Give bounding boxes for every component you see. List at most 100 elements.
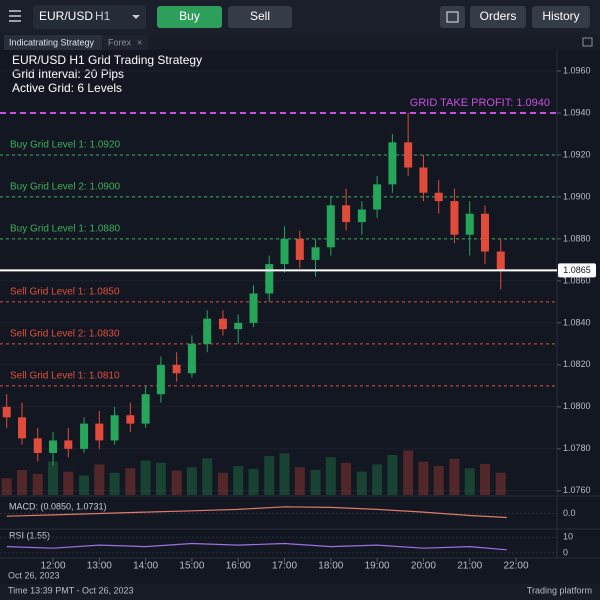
grid-level-label: Buy Grid Level 2: 1.0900 bbox=[10, 182, 121, 193]
candle-body bbox=[172, 364, 181, 374]
volume-bar bbox=[264, 456, 275, 495]
candle-body bbox=[265, 264, 274, 294]
x-tick-label: 12:00 bbox=[40, 561, 65, 572]
candle-body bbox=[234, 322, 243, 330]
volume-bar bbox=[202, 458, 213, 495]
volume-bar bbox=[217, 472, 228, 495]
volume-bar bbox=[294, 467, 305, 495]
candle-body bbox=[357, 209, 366, 223]
x-tick-label: 18:00 bbox=[318, 561, 343, 572]
volume-bar bbox=[171, 470, 182, 495]
chart-info: Active Grid: 6 Levels bbox=[12, 81, 122, 95]
tab-close[interactable]: × bbox=[137, 37, 142, 47]
candle-body bbox=[17, 417, 26, 439]
candle-body bbox=[33, 438, 42, 454]
menu-button[interactable] bbox=[9, 10, 21, 22]
y-tick-label: 1.0960 bbox=[563, 65, 591, 75]
orders-label: Orders bbox=[480, 9, 517, 23]
x-tick-label: 21:00 bbox=[457, 561, 482, 572]
orders-button[interactable] bbox=[470, 6, 526, 28]
y-tick-label: 1.0860 bbox=[563, 275, 591, 285]
volume-bar bbox=[1, 478, 12, 495]
volume-bar bbox=[310, 469, 321, 495]
macd-label: MACD: (0.0850, 1.0731) bbox=[9, 501, 107, 511]
x-tick-label: 13:00 bbox=[87, 561, 112, 572]
candle-body bbox=[64, 440, 73, 449]
volume-bar bbox=[155, 462, 166, 495]
volume-bar bbox=[480, 463, 491, 495]
candle-body bbox=[126, 415, 135, 424]
candle-body bbox=[280, 238, 289, 265]
volume-bar bbox=[372, 464, 383, 495]
y-tick-label: 1.0780 bbox=[563, 443, 591, 453]
screenshot-button[interactable] bbox=[440, 6, 465, 28]
x-tick-label: 22:00 bbox=[504, 561, 529, 572]
y-tick-label: 1.0760 bbox=[563, 485, 591, 495]
calendar-icon[interactable] bbox=[582, 37, 593, 47]
volume-bar bbox=[495, 472, 506, 495]
tab-label: Indicatrating Strategy bbox=[9, 37, 95, 47]
tab-bar bbox=[0, 34, 600, 50]
grid-level-label: Sell Grid Level 1: 1.0810 bbox=[10, 370, 120, 381]
volume-bar bbox=[32, 473, 43, 495]
macd-line bbox=[6, 506, 507, 519]
candle-body bbox=[373, 184, 382, 210]
history-button[interactable] bbox=[532, 6, 590, 28]
symbol: EUR/USD bbox=[39, 9, 93, 23]
symbol-selector[interactable] bbox=[33, 5, 146, 29]
candle-body bbox=[342, 205, 351, 223]
y-tick-label: 1.0900 bbox=[563, 191, 591, 201]
buy-label: Buy bbox=[179, 9, 200, 23]
candle-body bbox=[388, 142, 397, 185]
candle-body bbox=[496, 251, 505, 271]
tab-active[interactable] bbox=[4, 35, 102, 50]
history-label: History bbox=[542, 9, 579, 23]
pane-tick-label: 10 bbox=[563, 532, 573, 542]
grid-level-label: Sell Grid Level 1: 1.0850 bbox=[10, 287, 120, 298]
buy-button[interactable] bbox=[157, 6, 222, 28]
volume-bar bbox=[418, 461, 429, 495]
footer-time: Time 13:39 PMT - Oct 26, 2023 bbox=[8, 585, 134, 595]
volume-bar bbox=[186, 467, 197, 495]
grid-level-label: GRID TAKE PROFIT: 1.0940 bbox=[410, 97, 550, 109]
status-bar bbox=[0, 584, 600, 600]
volume-bar bbox=[140, 460, 151, 495]
candle-body bbox=[203, 318, 212, 344]
candle-body bbox=[481, 213, 490, 252]
current-price-label: 1.0865 bbox=[563, 265, 591, 275]
y-tick-label: 1.0940 bbox=[563, 107, 591, 117]
candle-body bbox=[2, 406, 11, 418]
volume-bar bbox=[109, 472, 120, 495]
candle-body bbox=[295, 238, 304, 260]
grid-level-label: Sell Grid Level 2: 1.0830 bbox=[10, 329, 120, 340]
y-tick-label: 1.0820 bbox=[563, 359, 591, 369]
candle-body bbox=[249, 293, 258, 323]
y-tick-label: 1.0840 bbox=[563, 317, 591, 327]
candle-body bbox=[450, 201, 459, 235]
candle-body bbox=[141, 394, 150, 424]
volume-bar bbox=[125, 468, 136, 495]
candle-body bbox=[80, 423, 89, 449]
candle-body bbox=[110, 415, 119, 441]
volume-bar bbox=[94, 464, 105, 495]
y-tick-label: 1.0880 bbox=[563, 233, 591, 243]
x-tick-label: 15:00 bbox=[179, 561, 204, 572]
volume-bar bbox=[279, 453, 290, 495]
volume-bar bbox=[248, 468, 259, 495]
dropdown-caret bbox=[132, 15, 140, 19]
volume-bar bbox=[233, 466, 244, 495]
volume-bar bbox=[433, 466, 444, 495]
volume-bar bbox=[325, 457, 336, 495]
screenshot-icon bbox=[446, 11, 459, 23]
grid-level-label: Buy Grid Level 1: 1.0920 bbox=[10, 140, 121, 151]
tab[interactable] bbox=[103, 35, 148, 50]
y-tick-label: 1.0920 bbox=[563, 149, 591, 159]
sell-button[interactable] bbox=[228, 6, 292, 28]
footer-brand: Trading platform bbox=[527, 585, 592, 595]
pane-tick-label: 0.0 bbox=[563, 508, 576, 518]
candle-body bbox=[404, 142, 413, 168]
x-tick-label: 17:00 bbox=[272, 561, 297, 572]
rsi-line bbox=[6, 542, 507, 551]
